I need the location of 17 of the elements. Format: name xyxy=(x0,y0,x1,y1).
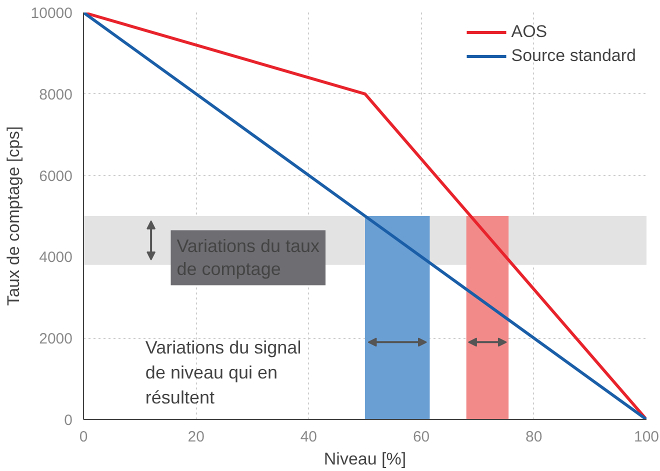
x-tick-label: 0 xyxy=(79,428,88,446)
x-tick-label: 60 xyxy=(412,428,430,446)
annotation: Variations du signal de niveau qui en résultent xyxy=(145,337,302,408)
x-axis-title: Niveau [%] xyxy=(324,450,406,468)
y-tick-label: 4000 xyxy=(39,249,73,266)
y-tick-label: 6000 xyxy=(39,168,73,185)
legend-label: Source standard xyxy=(511,46,636,66)
x-tick-label: 80 xyxy=(526,428,542,446)
x-tick-label: 20 xyxy=(188,428,204,446)
x-tick-label: 100 xyxy=(634,428,660,446)
y-tick-label: 0 xyxy=(64,412,72,429)
y-tick-label: 8000 xyxy=(39,86,73,104)
y-axis-title: Taux de comptage [cps] xyxy=(4,126,23,306)
x-tick-label: 40 xyxy=(300,428,318,446)
y-tick-label: 10000 xyxy=(30,5,73,22)
y-tick-label: 2000 xyxy=(39,330,73,348)
legend-label: AOS xyxy=(511,22,548,42)
